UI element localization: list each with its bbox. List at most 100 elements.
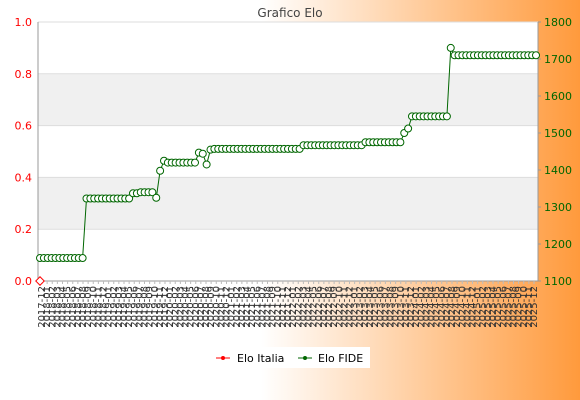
- y-left-tick-label: 0.4: [15, 171, 33, 184]
- data-point: [78, 254, 87, 263]
- data-point: [191, 158, 199, 167]
- x-tick-label: 2018-08: [78, 286, 89, 328]
- x-tick-label: 2025-09: [514, 286, 525, 328]
- legend: Elo Italia Elo FIDE: [210, 347, 370, 368]
- x-tick-label: 2019-04: [119, 286, 130, 328]
- series-elo-fide: [36, 43, 540, 263]
- y-left-tick-label: 0.8: [15, 68, 33, 81]
- x-tick-label: 2021-04: [242, 286, 253, 328]
- x-tick-label: 2024-03: [421, 286, 432, 328]
- data-point: [198, 149, 207, 158]
- plot-band: [38, 73, 538, 126]
- data-point: [156, 166, 165, 175]
- x-tick-label: 2018-06: [68, 286, 79, 328]
- data-point: [148, 188, 157, 197]
- x-tick-label: 2021-02: [232, 286, 243, 328]
- legend-label-elo-fide: Elo FIDE: [318, 352, 363, 365]
- data-point: [532, 51, 540, 60]
- x-tick-label: 2020-11: [216, 286, 227, 328]
- data-point: [396, 138, 405, 147]
- x-tick-label: 2019-12: [160, 286, 171, 328]
- y-left-tick-label: 0.6: [15, 120, 33, 133]
- x-tick-label: 2025-10: [519, 286, 530, 328]
- x-tick-label: 2023-06: [375, 286, 386, 328]
- y-right-tick-label: 1500: [544, 127, 572, 140]
- x-tick-label: 2023-03: [360, 286, 371, 328]
- x-tick-label: 2025-07: [503, 286, 514, 328]
- x-tick-label: 2022-07: [319, 286, 330, 328]
- data-point: [202, 160, 211, 169]
- x-tick-label: 2023-10: [396, 286, 407, 328]
- legend-label-elo-italia: Elo Italia: [237, 352, 284, 365]
- x-tick-label: 2024-12: [468, 286, 479, 328]
- x-tick-label: 2023-12: [406, 286, 417, 328]
- x-tick-label: 2022-09: [329, 286, 340, 328]
- series-elo-italia: [35, 276, 45, 286]
- x-tick-label: 2025-02: [478, 286, 489, 328]
- x-tick-label: 2019-08: [140, 286, 151, 328]
- x-tick-label: 2023-04: [365, 286, 376, 328]
- x-tick-label: 2021-07: [257, 286, 268, 328]
- x-tick-label: 2022-04: [304, 286, 315, 328]
- y-axis-left: 0.0 0.2 0.4 0.6 0.8 1.0: [15, 16, 33, 288]
- x-tick-label: 2019-01: [104, 286, 115, 328]
- chart-title: Grafico Elo: [257, 6, 322, 20]
- x-tick-label: 2018-07: [73, 286, 84, 328]
- x-tick-label: 2022-01: [288, 286, 299, 328]
- x-tick-label: 2024-08: [447, 286, 458, 328]
- x-tick-label: 2017-12: [37, 286, 48, 328]
- x-tick-label: 2021-06: [252, 286, 263, 328]
- y-left-tick-label: 1.0: [15, 16, 33, 29]
- x-tick-label: 2025-04: [488, 286, 499, 328]
- y-right-tick-label: 1400: [544, 164, 572, 177]
- x-tick-label: 2020-10: [211, 286, 222, 328]
- x-tick-label: 2024-06: [437, 286, 448, 328]
- x-tick-label: 2018-05: [63, 286, 74, 328]
- y-right-tick-label: 1600: [544, 90, 572, 103]
- x-tick-label: 2022-02: [293, 286, 304, 328]
- y-left-tick-label: 0.2: [15, 223, 33, 236]
- x-tick-label: 2023-05: [370, 286, 381, 328]
- series-layer: [35, 43, 540, 286]
- x-tick-label: 2023-11: [401, 286, 412, 328]
- x-tick-label: 2018-01: [42, 286, 53, 328]
- x-tick-label: 2018-04: [58, 286, 69, 328]
- legend-marker-elo-italia: [221, 356, 225, 360]
- y-right-tick-label: 1100: [544, 275, 572, 288]
- x-tick-label: 2022-10: [334, 286, 345, 328]
- x-tick-label: 2024-09: [452, 286, 463, 328]
- x-tick-label: 2019-02: [109, 286, 120, 328]
- x-tick-label: 2023-02: [355, 286, 366, 328]
- legend-marker-elo-fide: [303, 356, 307, 360]
- x-tick-label: 2025-01: [473, 286, 484, 328]
- x-tick-label: 2022-06: [314, 286, 325, 328]
- data-point: [404, 124, 413, 133]
- x-tick-label: 2019-11: [155, 286, 166, 328]
- x-tick-label: 2024-07: [442, 286, 453, 328]
- x-tick-label: 2025-12: [529, 286, 540, 328]
- x-tick-label: 2020-02: [170, 286, 181, 328]
- x-tick-label: 2019-10: [150, 286, 161, 328]
- x-tick-label: 2025-05: [493, 286, 504, 328]
- y-right-tick-label: 1700: [544, 53, 572, 66]
- x-tick-label: 2020-07: [196, 286, 207, 328]
- x-tick-label: 2022-05: [309, 286, 320, 328]
- x-tick-label: 2025-06: [498, 286, 509, 328]
- x-tick-label: 2018-09: [83, 286, 94, 328]
- x-tick-label: 2025-11: [524, 286, 535, 328]
- x-tick-label: 2020-03: [175, 286, 186, 328]
- x-tick-label: 2018-10: [88, 286, 99, 328]
- data-point: [152, 193, 161, 202]
- x-tick-label: 2018-03: [52, 286, 63, 328]
- y-right-tick-label: 1800: [544, 16, 572, 29]
- x-tick-label: 2023-09: [391, 286, 402, 328]
- y-right-tick-label: 1300: [544, 201, 572, 214]
- x-tick-label: 2022-11: [339, 286, 350, 328]
- x-tick-label: 2021-09: [268, 286, 279, 328]
- data-point: [442, 112, 451, 121]
- legend-box: [210, 347, 370, 368]
- x-tick-label: 2024-10: [457, 286, 468, 328]
- data-point: [125, 194, 134, 203]
- x-tick-label: 2020-09: [206, 286, 217, 328]
